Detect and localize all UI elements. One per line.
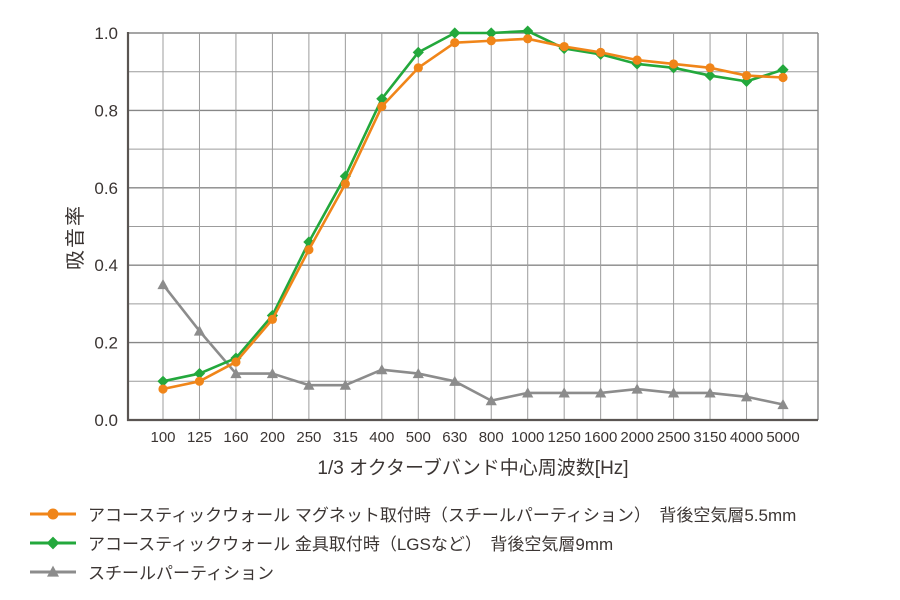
data-point-circle bbox=[632, 55, 642, 65]
x-tick-label: 5000 bbox=[766, 429, 799, 446]
legend-label-bracket: アコースティックウォール 金具取付時（LGSなど） 背後空気層9mm bbox=[88, 535, 614, 554]
data-point-triangle bbox=[704, 387, 716, 398]
data-point-circle bbox=[194, 376, 205, 386]
y-tick-label: 0.4 bbox=[94, 256, 118, 275]
data-point-circle bbox=[486, 36, 496, 46]
data-point-triangle bbox=[303, 379, 315, 390]
data-point-triangle bbox=[193, 325, 206, 336]
data-point-triangle bbox=[595, 387, 607, 398]
x-tick-label: 315 bbox=[333, 429, 358, 446]
data-point-circle bbox=[377, 101, 387, 112]
data-point-diamond bbox=[740, 75, 753, 87]
data-point-diamond bbox=[522, 25, 534, 37]
data-point-circle bbox=[559, 41, 569, 52]
data-point-circle bbox=[304, 245, 314, 255]
triangle-marker-icon bbox=[47, 565, 59, 577]
data-point-triangle bbox=[485, 395, 497, 406]
x-tick-label: 400 bbox=[369, 429, 394, 446]
x-tick-label: 125 bbox=[187, 429, 212, 446]
data-point-diamond bbox=[485, 27, 497, 39]
data-point-circle bbox=[523, 34, 533, 44]
data-point-diamond bbox=[376, 93, 388, 105]
data-point-triangle bbox=[740, 391, 753, 402]
x-tick-label: 800 bbox=[479, 429, 504, 446]
x-tick-label: 2000 bbox=[620, 429, 653, 446]
x-tick-label: 2500 bbox=[657, 429, 690, 446]
x-tick-label: 100 bbox=[150, 429, 175, 446]
data-point-diamond bbox=[704, 69, 716, 82]
data-point-triangle bbox=[339, 379, 351, 390]
series-line-circle bbox=[162, 37, 784, 391]
data-point-diamond bbox=[412, 46, 424, 58]
data-point-triangle bbox=[230, 367, 242, 379]
data-point-circle bbox=[778, 72, 788, 83]
y-tick-label: 1.0 bbox=[94, 24, 118, 43]
x-tick-label: 1600 bbox=[584, 429, 617, 446]
data-point-circle bbox=[267, 314, 278, 324]
data-point-triangle bbox=[157, 278, 169, 290]
chart-legend: アコースティックウォール マグネット取付時（スチールパーティション） 背後空気層… bbox=[30, 499, 796, 586]
legend-swatch-gray bbox=[30, 565, 76, 578]
x-tick-label: 3150 bbox=[693, 429, 726, 446]
data-point-triangle bbox=[412, 367, 424, 379]
data-point-circle bbox=[741, 70, 752, 81]
data-point-triangle bbox=[667, 387, 680, 398]
legend-item-magnet: アコースティックウォール マグネット取付時（スチールパーティション） 背後空気層… bbox=[30, 499, 796, 528]
chart-plot-area: 0.0 0.2 0.4 0.6 0.8 1.0 100 125 160 200 250 315 400 5… bbox=[94, 24, 819, 446]
x-axis-title: 1/3 オクターブバンド中心周波数[Hz] bbox=[317, 458, 629, 479]
data-point-circle bbox=[340, 179, 350, 189]
data-point-diamond bbox=[193, 367, 206, 380]
x-tick-label: 630 bbox=[442, 429, 467, 446]
data-point-triangle bbox=[558, 387, 570, 398]
data-point-triangle bbox=[631, 383, 643, 394]
data-point-circle bbox=[450, 38, 460, 48]
y-tick-label: 0.6 bbox=[94, 179, 118, 198]
legend-label-magnet: アコースティックウォール マグネット取付時（スチールパーティション） 背後空気層… bbox=[88, 506, 797, 525]
data-point-circle bbox=[158, 384, 168, 394]
y-axis-title: 吸音率 bbox=[65, 204, 87, 270]
y-tick-label: 0.2 bbox=[94, 334, 118, 353]
legend-swatch-green bbox=[30, 536, 76, 549]
data-point-triangle bbox=[376, 364, 388, 375]
data-point-triangle bbox=[266, 367, 279, 379]
data-point-circle bbox=[668, 59, 679, 69]
data-point-circle bbox=[413, 63, 423, 73]
legend-label-steel-partition: スチールパーティション bbox=[88, 564, 274, 583]
series-line-diamond bbox=[162, 29, 784, 383]
data-point-circle bbox=[705, 63, 715, 73]
data-point-diamond bbox=[339, 170, 351, 182]
data-point-triangle bbox=[449, 375, 461, 386]
data-point-diamond bbox=[303, 236, 315, 248]
data-point-diamond bbox=[777, 64, 789, 76]
x-tick-label: 250 bbox=[296, 429, 321, 446]
legend-swatch-orange bbox=[30, 507, 76, 520]
x-tick-label: 160 bbox=[223, 429, 248, 446]
y-tick-label: 0.0 bbox=[94, 411, 118, 430]
x-tick-label: 500 bbox=[406, 429, 431, 446]
data-point-triangle bbox=[777, 398, 789, 410]
data-point-circle bbox=[231, 357, 241, 367]
y-tick-label: 0.8 bbox=[94, 101, 118, 120]
x-tick-label: 1000 bbox=[511, 429, 544, 446]
x-tick-label: 200 bbox=[260, 429, 285, 446]
circle-marker-icon bbox=[47, 508, 59, 519]
data-point-diamond bbox=[157, 375, 169, 387]
legend-item-steel-partition: スチールパーティション bbox=[30, 557, 796, 586]
legend-item-bracket: アコースティックウォール 金具取付時（LGSなど） 背後空気層9mm bbox=[30, 528, 796, 557]
data-point-triangle bbox=[522, 387, 534, 398]
series-line-triangle bbox=[161, 283, 784, 406]
x-tick-label: 4000 bbox=[730, 429, 763, 446]
diamond-marker-icon bbox=[46, 536, 60, 549]
x-tick-label: 1250 bbox=[547, 429, 580, 446]
data-point-circle bbox=[596, 47, 606, 57]
data-point-diamond bbox=[449, 27, 461, 39]
